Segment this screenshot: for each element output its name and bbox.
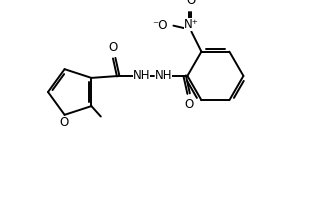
Text: NH: NH — [133, 69, 150, 82]
Text: NH: NH — [155, 69, 172, 82]
Text: O: O — [109, 41, 118, 54]
Text: N⁺: N⁺ — [184, 18, 199, 31]
Text: ⁻O: ⁻O — [152, 19, 167, 32]
Text: O: O — [59, 116, 68, 129]
Text: O: O — [187, 0, 196, 7]
Text: O: O — [185, 98, 194, 111]
